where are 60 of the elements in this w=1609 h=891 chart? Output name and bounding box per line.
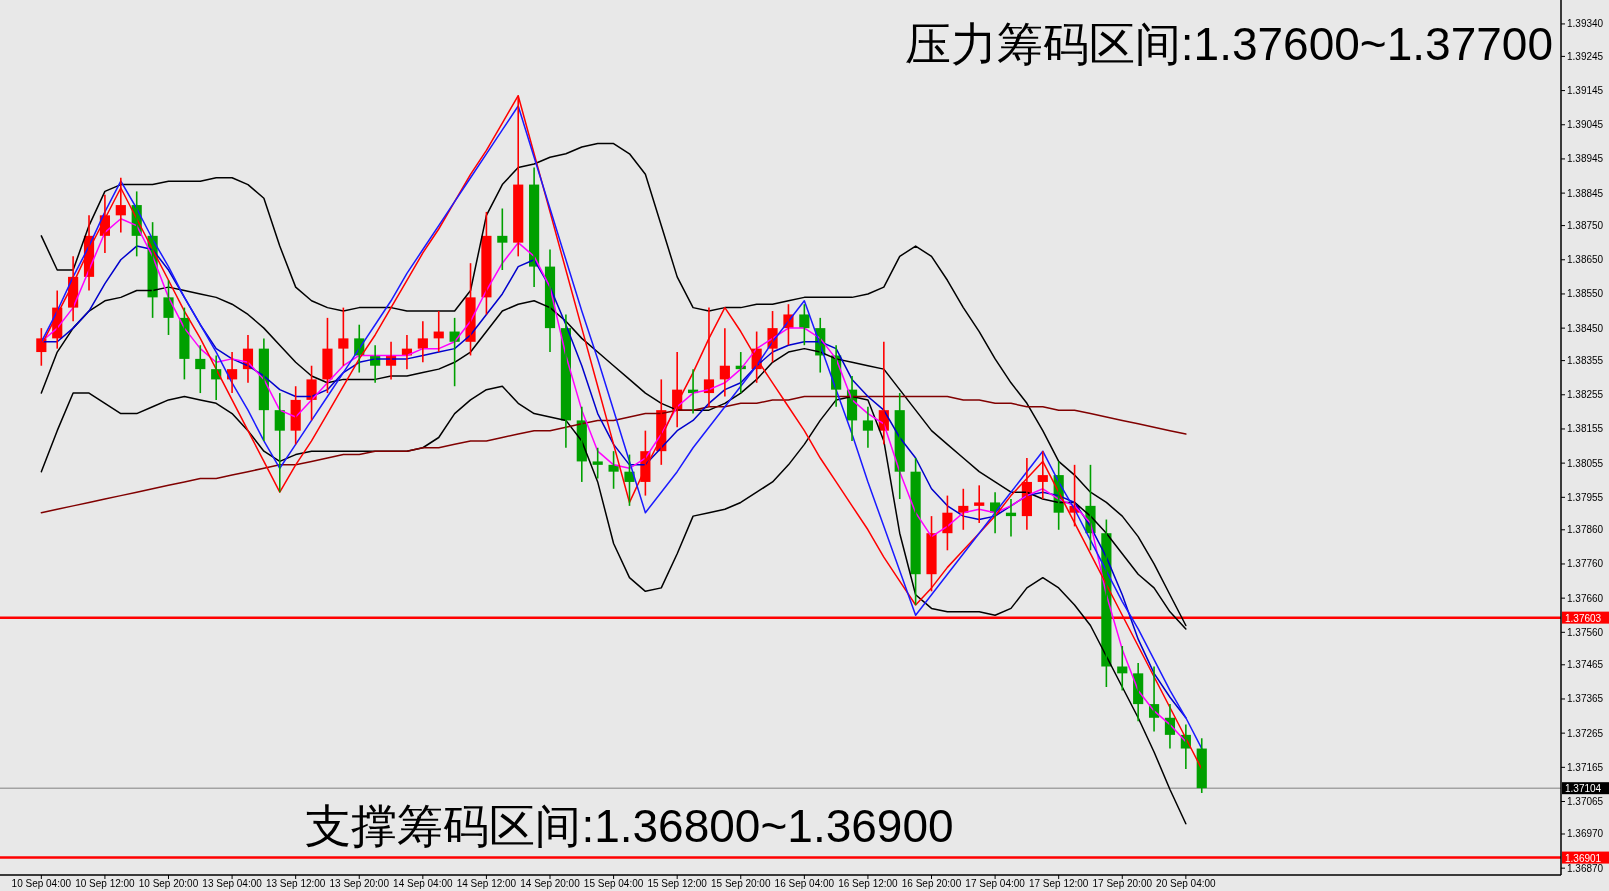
x-tick-label: 15 Sep 12:00 <box>647 878 708 889</box>
candlestick <box>974 484 985 524</box>
y-tick-label: 1.38055 <box>1567 457 1604 469</box>
y-tick-label: 1.37860 <box>1567 524 1604 536</box>
y-tick-label: 1.37065 <box>1567 796 1604 808</box>
x-tick-label: 10 Sep 12:00 <box>75 878 136 889</box>
y-tick-label: 1.37955 <box>1567 491 1604 503</box>
candlestick <box>338 306 349 367</box>
y-tick-label: 1.38355 <box>1567 355 1604 367</box>
x-tick-label: 16 Sep 04:00 <box>774 878 835 889</box>
x-tick-label: 13 Sep 12:00 <box>265 878 326 889</box>
x-tick-label: 14 Sep 04:00 <box>393 878 454 889</box>
x-tick-label: 20 Sep 04:00 <box>1156 878 1217 889</box>
x-tick-label: 10 Sep 04:00 <box>11 878 72 889</box>
y-tick-label: 1.38255 <box>1567 389 1604 401</box>
ref-line-label: 1.37104 <box>1565 783 1602 795</box>
y-tick-label: 1.39045 <box>1567 119 1604 131</box>
candlestick <box>926 515 937 593</box>
y-tick-label: 1.38550 <box>1567 288 1604 300</box>
x-tick-label: 13 Sep 20:00 <box>329 878 390 889</box>
y-tick-label: 1.37560 <box>1567 626 1604 638</box>
candlestick <box>592 446 603 480</box>
y-tick-label: 1.37265 <box>1567 727 1604 739</box>
y-tick-label: 1.39145 <box>1567 85 1604 97</box>
x-tick-label: 13 Sep 04:00 <box>202 878 263 889</box>
x-tick-label: 17 Sep 20:00 <box>1092 878 1153 889</box>
y-tick-label: 1.37165 <box>1567 761 1604 773</box>
ref-line-label: 1.36901 <box>1565 852 1602 864</box>
y-tick-label: 1.38945 <box>1567 153 1604 165</box>
candlestick <box>306 364 317 422</box>
y-tick-label: 1.38845 <box>1567 187 1604 199</box>
candlestick <box>497 207 508 271</box>
y-tick-label: 1.38750 <box>1567 220 1604 232</box>
y-tick-label: 1.37760 <box>1567 558 1604 570</box>
candlestick <box>481 211 492 316</box>
ref-line-label: 1.37603 <box>1565 612 1602 624</box>
candlestick <box>322 317 333 394</box>
x-tick-label: 16 Sep 20:00 <box>901 878 962 889</box>
y-tick-label: 1.37465 <box>1567 659 1604 671</box>
x-tick-label: 15 Sep 04:00 <box>583 878 644 889</box>
x-tick-label: 10 Sep 20:00 <box>138 878 199 889</box>
x-tick-label: 17 Sep 04:00 <box>965 878 1026 889</box>
y-tick-label: 1.38450 <box>1567 322 1604 334</box>
y-tick-label: 1.36970 <box>1567 828 1604 840</box>
y-tick-label: 1.36870 <box>1567 862 1604 874</box>
y-tick-label: 1.38155 <box>1567 423 1604 435</box>
y-tick-label: 1.38650 <box>1567 254 1604 266</box>
x-tick-label: 14 Sep 20:00 <box>520 878 581 889</box>
x-tick-label: 17 Sep 12:00 <box>1028 878 1089 889</box>
y-tick-label: 1.37365 <box>1567 693 1604 705</box>
y-tick-label: 1.39340 <box>1567 18 1604 30</box>
annotation: 压力筹码区间:1.37600~1.37700 <box>904 18 1553 70</box>
annotation: 支撑筹码区间:1.36800~1.36900 <box>305 800 954 852</box>
candlestick <box>163 279 174 336</box>
x-tick-label: 16 Sep 12:00 <box>838 878 899 889</box>
x-tick-label: 15 Sep 20:00 <box>711 878 771 889</box>
line-series <box>40 142 1187 627</box>
y-tick-label: 1.39245 <box>1567 50 1604 62</box>
x-tick-label: 14 Sep 12:00 <box>456 878 517 889</box>
y-tick-label: 1.37660 <box>1567 592 1604 604</box>
